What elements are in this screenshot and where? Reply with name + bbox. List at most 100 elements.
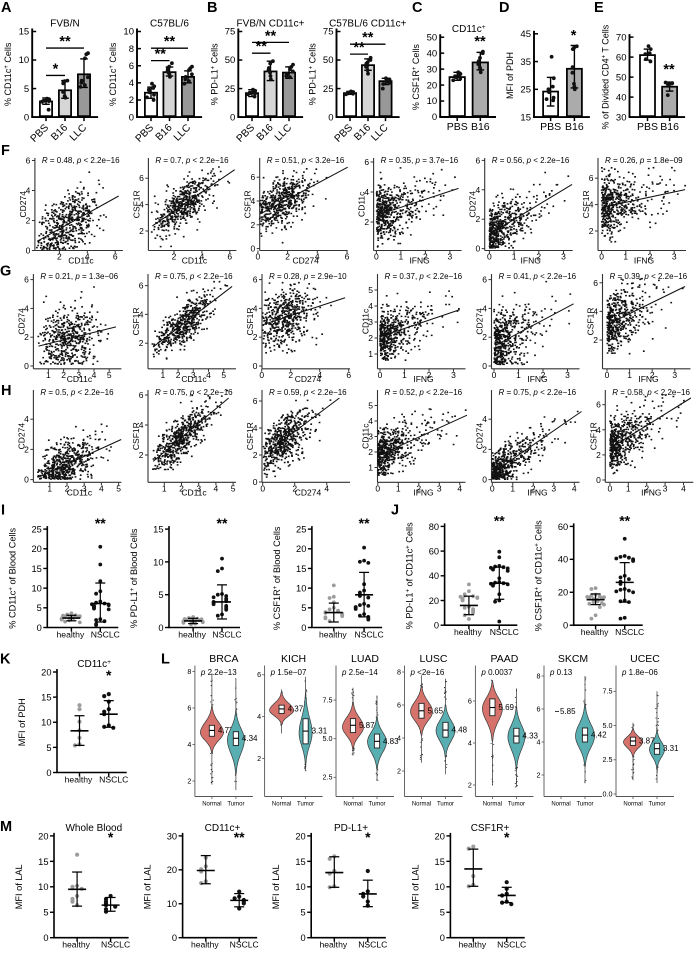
svg-text:0: 0 [487,252,492,262]
svg-text:2: 2 [482,444,487,454]
svg-text:0: 0 [301,623,306,633]
svg-text:8: 8 [537,671,541,680]
svg-text:healthy: healthy [581,627,609,637]
svg-text:6: 6 [596,400,601,410]
svg-text:*: * [571,28,577,44]
svg-text:IFNG: IFNG [413,487,433,497]
svg-text:4: 4 [24,414,29,424]
svg-text:R = 0.75, p < 2.2e−16: R = 0.75, p < 2.2e−16 [499,388,577,397]
svg-text:C57BL/6: C57BL/6 [150,19,189,30]
svg-text:6: 6 [26,156,31,166]
svg-text:NSCLC: NSCLC [490,627,519,637]
svg-text:10: 10 [167,899,177,909]
svg-text:1: 1 [47,483,52,493]
svg-text:20: 20 [296,544,306,554]
svg-text:6: 6 [589,173,594,183]
svg-text:**: ** [155,47,167,63]
svg-text:6: 6 [537,704,541,713]
svg-text:*: * [106,667,112,683]
svg-text:IFNG: IFNG [413,374,433,384]
svg-text:% CSF1R+ Cells: % CSF1R+ Cells [411,44,421,110]
svg-text:2: 2 [24,332,29,342]
svg-text:Tumor: Tumor [437,802,454,808]
svg-text:10: 10 [38,882,48,892]
svg-text:2: 2 [172,252,177,262]
svg-text:**: ** [59,34,71,50]
svg-text:2: 2 [257,754,261,763]
svg-text:0: 0 [374,252,379,262]
svg-text:6: 6 [139,390,144,400]
svg-text:40: 40 [427,48,438,59]
svg-text:10: 10 [435,882,445,892]
svg-text:4: 4 [200,252,205,262]
svg-text:IFNG: IFNG [641,487,661,497]
svg-text:CSF1R: CSF1R [245,422,255,450]
svg-text:0.0: 0.0 [603,789,613,798]
svg-text:CSF1R: CSF1R [131,422,141,450]
svg-text:4: 4 [475,185,480,195]
svg-text:2: 2 [650,370,655,380]
svg-text:40: 40 [558,555,568,565]
svg-text:2: 2 [416,483,421,493]
svg-text:10: 10 [31,584,41,594]
svg-text:healthy: healthy [62,940,90,950]
svg-text:35: 35 [520,57,531,68]
svg-text:3: 3 [191,370,196,380]
svg-text:2: 2 [537,770,541,779]
svg-text:CD274: CD274 [16,423,26,450]
svg-text:2: 2 [179,483,184,493]
svg-text:0: 0 [490,483,495,493]
svg-text:CSF1R: CSF1R [581,190,591,218]
svg-text:F: F [1,143,10,159]
svg-text:0: 0 [46,768,51,778]
svg-text:1: 1 [368,349,373,359]
svg-text:healthy: healthy [65,775,93,785]
svg-text:0: 0 [301,933,306,943]
svg-text:H: H [1,383,11,399]
svg-text:15: 15 [296,564,306,574]
svg-text:4: 4 [99,483,104,493]
svg-text:4.48: 4.48 [452,726,468,735]
svg-text:6: 6 [257,670,261,679]
svg-text:CSF1R: CSF1R [245,307,255,335]
svg-text:healthy: healthy [319,940,347,950]
svg-text:4: 4 [468,738,472,747]
svg-text:20: 20 [167,865,177,875]
svg-text:25: 25 [323,84,334,95]
svg-text:Normal: Normal [343,802,362,808]
svg-text:45: 45 [520,29,531,40]
svg-text:SKCM: SKCM [558,653,588,665]
svg-text:6: 6 [129,61,134,72]
svg-text:1: 1 [402,370,407,380]
svg-text:LUSC: LUSC [419,653,447,665]
svg-text:4: 4 [139,309,144,319]
svg-text:MFI of PDH: MFI of PDH [17,698,27,746]
svg-text:20: 20 [429,596,439,606]
svg-text:2.5: 2.5 [323,773,333,782]
svg-text:4: 4 [253,423,258,433]
svg-text:0: 0 [440,933,445,943]
svg-text:CD274: CD274 [475,308,485,335]
svg-text:2: 2 [364,217,369,227]
svg-text:4.33: 4.33 [522,732,538,741]
svg-text:*: * [53,61,59,77]
svg-text:p 0.0037: p 0.0037 [480,668,513,677]
svg-text:R = 0.28, p = 2.9e−10: R = 0.28, p = 2.9e−10 [269,272,347,281]
svg-text:0: 0 [260,483,265,493]
svg-text:% PD-L1+ of CD11c+ Cells: % PD-L1+ of CD11c+ Cells [405,522,415,629]
svg-text:3.31: 3.31 [663,744,679,753]
svg-text:C: C [412,0,423,16]
svg-text:0: 0 [43,933,48,943]
svg-text:4: 4 [250,196,255,206]
svg-text:IFNG: IFNG [527,374,547,384]
svg-text:2: 2 [139,226,144,236]
svg-text:IFNG: IFNG [521,256,541,266]
svg-text:Normal: Normal [412,802,431,808]
svg-text:10: 10 [19,55,30,66]
svg-text:4: 4 [457,483,462,493]
svg-text:2: 2 [541,370,546,380]
svg-text:p 0.13: p 0.13 [549,668,573,677]
svg-text:8: 8 [129,44,134,55]
svg-text:**: ** [256,39,268,55]
svg-text:2: 2 [253,332,258,342]
